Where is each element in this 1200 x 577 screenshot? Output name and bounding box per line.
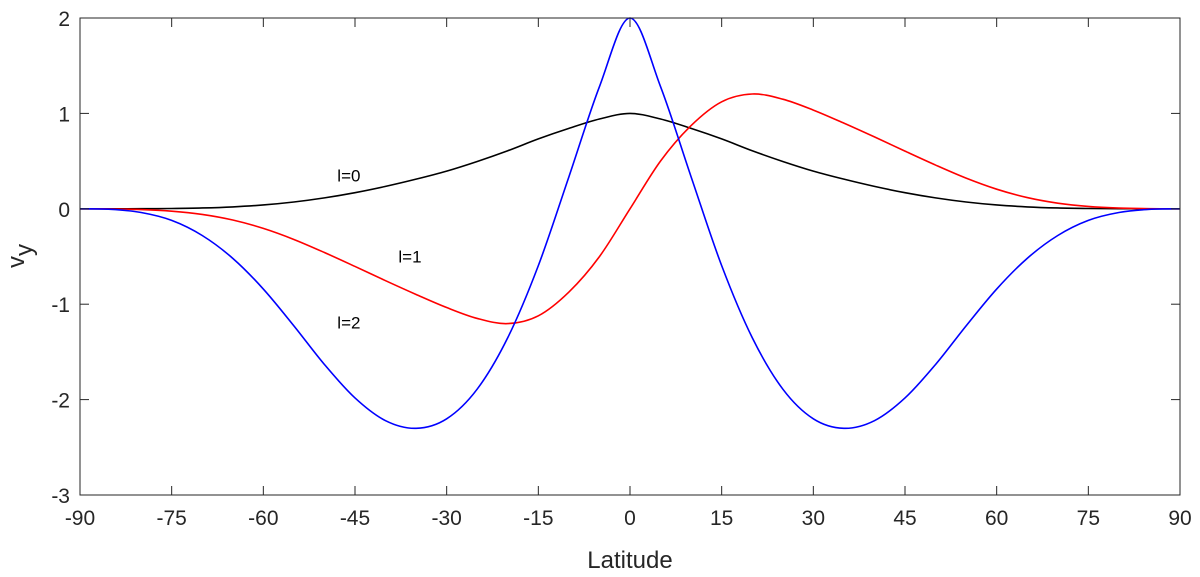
x-axis-title: Latitude — [587, 547, 672, 574]
series-label-l1: l=1 — [398, 248, 421, 267]
x-tick-label: 60 — [985, 507, 1008, 530]
x-tick-label: -75 — [156, 507, 186, 530]
y-tick-label: 2 — [58, 8, 70, 31]
y-tick-label: -1 — [51, 294, 70, 317]
x-tick-label: 90 — [1168, 507, 1191, 530]
ticks-layer: -90 -75 -60 -45 -30 -15 0 15 30 45 60 75 90 -3 -2 -1 0 1 2 — [51, 8, 1191, 530]
x-tick-label: -30 — [431, 507, 461, 530]
x-tick-label: -15 — [523, 507, 553, 530]
y-tick-label: 1 — [58, 103, 70, 126]
y-tick-label: -2 — [51, 390, 70, 413]
x-tick-label: 15 — [710, 507, 733, 530]
y-axis-title-main: v — [3, 256, 30, 268]
x-tick-label: 30 — [802, 507, 825, 530]
x-tick-label: 75 — [1077, 507, 1100, 530]
x-tick-label: -45 — [340, 507, 370, 530]
plot-background — [80, 18, 1180, 495]
x-tick-label: -60 — [248, 507, 278, 530]
y-tick-label: -3 — [51, 485, 70, 508]
y-axis-title: vy — [3, 244, 38, 268]
series-line-l0 — [79, 112, 1181, 210]
y-axis-title-subscript: y — [11, 244, 38, 256]
x-tick-label: -90 — [65, 507, 95, 530]
labels-layer: l=0 l=1 l=2 — [337, 166, 421, 332]
series-label-l2: l=2 — [337, 313, 360, 332]
y-tick-label: 0 — [58, 199, 70, 222]
series-label-l0: l=0 — [337, 166, 360, 185]
x-tick-label: 45 — [893, 507, 916, 530]
x-tick-label: 0 — [624, 507, 636, 530]
series-line-l1 — [79, 93, 1181, 325]
